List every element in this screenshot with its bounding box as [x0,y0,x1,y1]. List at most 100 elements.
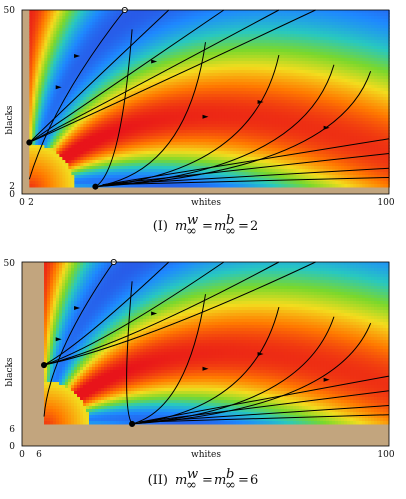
heat-cell [179,109,183,113]
heat-cell [221,88,225,92]
heat-cell [74,127,78,131]
heat-cell [125,22,129,26]
heat-cell [62,28,66,32]
heat-cell [221,67,225,71]
heat-cell [38,25,42,29]
heat-cell [218,115,222,119]
heat-cell [110,175,114,179]
heat-cell [53,70,57,74]
heat-cell [158,91,162,95]
heat-cell [209,175,213,179]
heat-cell [239,91,243,95]
heat-cell [254,82,258,86]
heat-cell [68,178,72,182]
heat-cell [116,163,120,167]
heat-cell [143,16,147,20]
heat-cell [155,157,159,161]
heat-cell [155,64,159,68]
heat-cell [179,184,183,188]
heat-cell [86,94,90,98]
heat-cell [248,142,252,146]
heat-cell [176,118,180,122]
heat-cell [59,106,63,110]
heat-cell [212,136,216,140]
heat-cell [50,88,54,92]
heat-cell [32,142,36,146]
heat-cell [224,94,228,98]
heat-cell [104,46,108,50]
heat-cell [134,37,138,41]
heat-cell [131,25,135,29]
heat-cell [38,85,42,89]
heat-cell [122,151,126,155]
heat-cell [263,67,267,71]
heat-cell [143,103,147,107]
heat-cell [125,43,129,47]
heat-cell [248,154,252,158]
heat-cell [257,112,261,116]
heat-cell [224,100,228,104]
heat-cell [41,52,45,56]
heat-cell [41,136,45,140]
heat-cell [188,166,192,170]
heat-cell [227,178,231,182]
heat-cell [278,145,282,149]
heat-cell [263,97,267,101]
heat-cell [245,133,249,137]
heat-cell [200,67,204,71]
heat-cell [38,100,42,104]
heat-cell [239,103,243,107]
heat-cell [92,52,96,56]
heat-cell [149,163,153,167]
heat-cell [140,157,144,161]
heat-cell [218,181,222,185]
heat-cell [269,76,273,80]
heat-cell [242,49,246,53]
heat-cell [206,40,210,44]
heat-cell [116,166,120,170]
heat-cell [122,88,126,92]
heat-cell [80,127,84,131]
heat-cell [74,151,78,155]
heat-cell [101,100,105,104]
heat-cell [245,88,249,92]
heat-cell [242,130,246,134]
heat-cell [89,130,93,134]
heat-cell [179,49,183,53]
heat-cell [248,136,252,140]
heat-cell [50,13,54,17]
heat-cell [266,52,270,56]
heat-cell [206,112,210,116]
heat-cell [101,148,105,152]
heat-cell [182,37,186,41]
heat-cell [239,136,243,140]
heat-cell [182,79,186,83]
heat-cell [257,136,261,140]
heat-cell [197,70,201,74]
heat-cell [167,97,171,101]
heat-cell [191,10,195,14]
heat-cell [119,40,123,44]
heat-cell [254,19,258,23]
heat-cell [236,19,240,23]
heat-cell [275,79,279,83]
heat-cell [203,16,207,20]
heat-cell [29,37,33,41]
heat-cell [140,127,144,131]
heat-cell [230,76,234,80]
heat-cell [104,82,108,86]
heat-cell [98,145,102,149]
heat-cell [56,37,60,41]
heat-cell [152,160,156,164]
heat-cell [107,148,111,152]
heat-cell [200,166,204,170]
heat-cell [116,85,120,89]
heat-cell [44,148,48,152]
heat-cell [68,172,72,176]
heat-cell [140,142,144,146]
heat-cell [266,55,270,59]
heat-cell [80,79,84,83]
heat-cell [119,160,123,164]
heat-cell [239,169,243,173]
heat-cell [83,109,87,113]
